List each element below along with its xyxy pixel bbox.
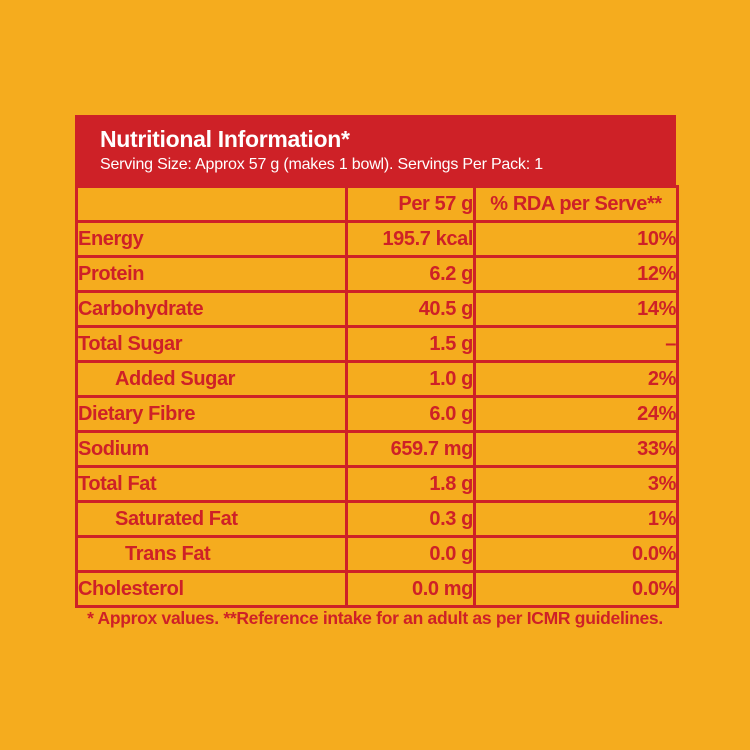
per-serve-value: 195.7 kcal bbox=[345, 220, 476, 258]
per-serve-value: 0.0 g bbox=[345, 535, 476, 573]
nutrition-header: Nutritional Information* Serving Size: A… bbox=[75, 115, 676, 185]
per-serve-value: 6.0 g bbox=[345, 395, 476, 433]
rda-value: 0.0% bbox=[473, 535, 679, 573]
rda-value: 0.0% bbox=[473, 570, 679, 608]
table-row: Protein 6.2 g 12% bbox=[75, 255, 679, 293]
footnote: * Approx values. **Reference intake for … bbox=[87, 608, 663, 628]
rda-value: 1% bbox=[473, 500, 679, 538]
rda-value: 24% bbox=[473, 395, 679, 433]
nutrient-label: Protein bbox=[75, 255, 348, 293]
nutrient-label: Added Sugar bbox=[75, 360, 348, 398]
serving-size-info: Serving Size: Approx 57 g (makes 1 bowl)… bbox=[100, 156, 543, 173]
table-row: Saturated Fat 0.3 g 1% bbox=[75, 500, 679, 538]
nutrition-table: Per 57 g % RDA per Serve** Energy 195.7 … bbox=[75, 185, 679, 608]
rda-column-header: % RDA per Serve** bbox=[473, 185, 679, 223]
per-serve-value: 1.5 g bbox=[345, 325, 476, 363]
rda-value: 3% bbox=[473, 465, 679, 503]
nutrient-label: Total Sugar bbox=[75, 325, 348, 363]
nutrient-label: Trans Fat bbox=[75, 535, 348, 573]
nutrient-label: Saturated Fat bbox=[75, 500, 348, 538]
table-row: Total Sugar 1.5 g – bbox=[75, 325, 679, 363]
per-serve-value: 1.8 g bbox=[345, 465, 476, 503]
nutrition-title: Nutritional Information* bbox=[100, 126, 350, 152]
table-row: Cholesterol 0.0 mg 0.0% bbox=[75, 570, 679, 608]
rda-value: – bbox=[473, 325, 679, 363]
per-serve-value: 6.2 g bbox=[345, 255, 476, 293]
table-row: Energy 195.7 kcal 10% bbox=[75, 220, 679, 258]
nutrient-label: Total Fat bbox=[75, 465, 348, 503]
nutrient-label: Sodium bbox=[75, 430, 348, 468]
rda-value: 14% bbox=[473, 290, 679, 328]
table-row: Added Sugar 1.0 g 2% bbox=[75, 360, 679, 398]
table-row: Trans Fat 0.0 g 0.0% bbox=[75, 535, 679, 573]
per-serve-column-header: Per 57 g bbox=[345, 185, 476, 223]
table-header-row: Per 57 g % RDA per Serve** bbox=[75, 185, 679, 223]
nutrient-label: Energy bbox=[75, 220, 348, 258]
table-row: Carbohydrate 40.5 g 14% bbox=[75, 290, 679, 328]
per-serve-value: 0.0 mg bbox=[345, 570, 476, 608]
rda-value: 33% bbox=[473, 430, 679, 468]
nutrient-label: Carbohydrate bbox=[75, 290, 348, 328]
rda-value: 10% bbox=[473, 220, 679, 258]
table-row: Sodium 659.7 mg 33% bbox=[75, 430, 679, 468]
table-row: Dietary Fibre 6.0 g 24% bbox=[75, 395, 679, 433]
per-serve-value: 1.0 g bbox=[345, 360, 476, 398]
rda-value: 12% bbox=[473, 255, 679, 293]
per-serve-value: 0.3 g bbox=[345, 500, 476, 538]
nutrient-column-header bbox=[75, 185, 348, 223]
table-row: Total Fat 1.8 g 3% bbox=[75, 465, 679, 503]
per-serve-value: 659.7 mg bbox=[345, 430, 476, 468]
rda-value: 2% bbox=[473, 360, 679, 398]
per-serve-value: 40.5 g bbox=[345, 290, 476, 328]
nutrition-panel: Nutritional Information* Serving Size: A… bbox=[75, 115, 679, 608]
nutrient-label: Dietary Fibre bbox=[75, 395, 348, 433]
nutrient-label: Cholesterol bbox=[75, 570, 348, 608]
